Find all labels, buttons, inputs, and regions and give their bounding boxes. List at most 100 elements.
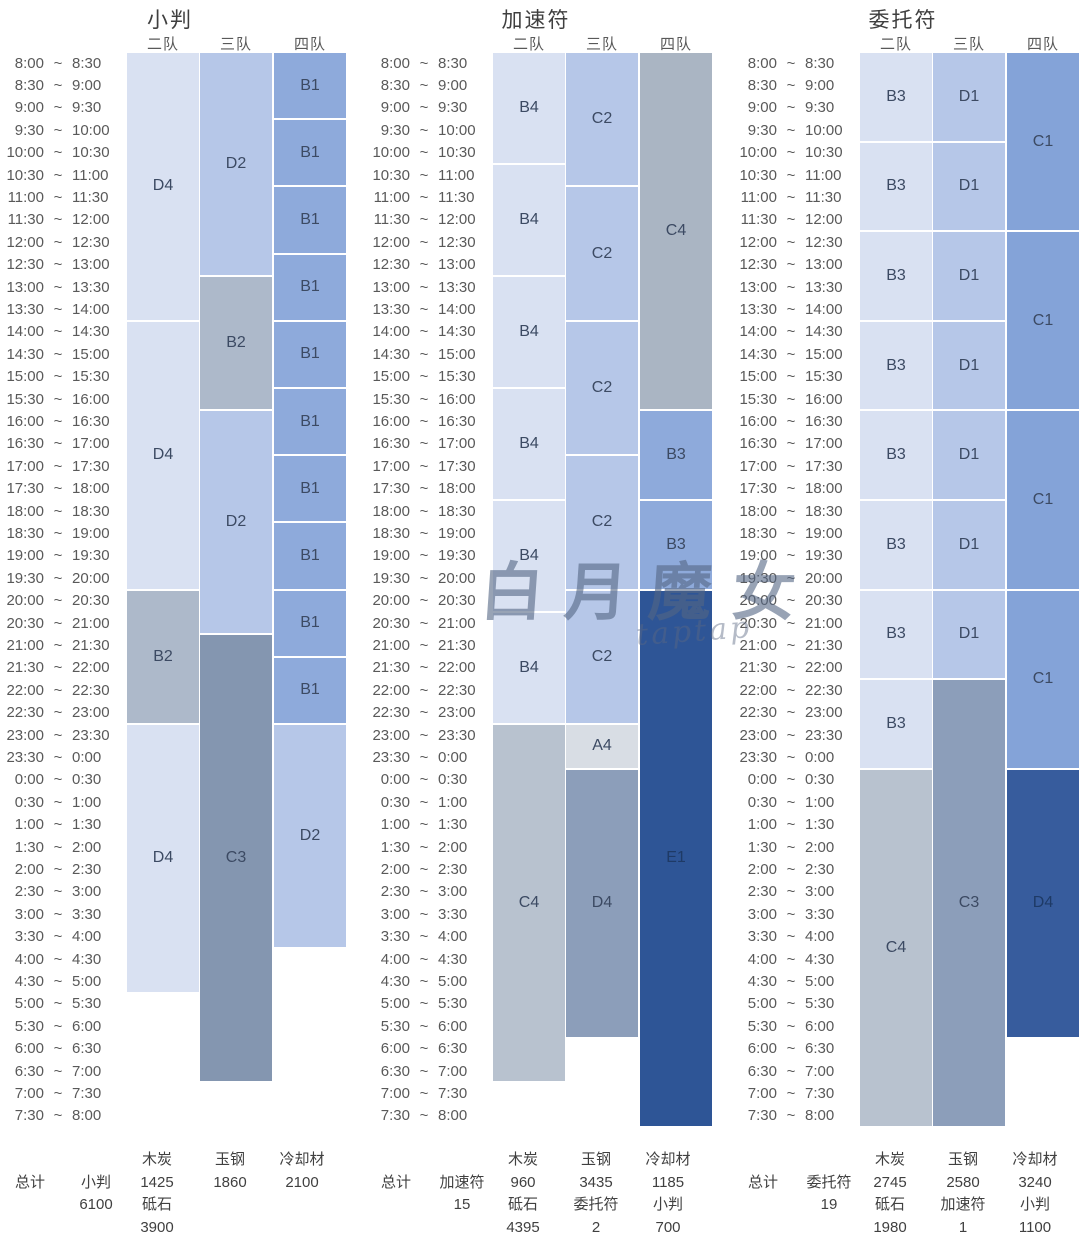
time-separator: ~ [53, 1085, 63, 1103]
time-slot-label: 2:00 ~2:30 [370, 858, 486, 880]
time-separator: ~ [786, 569, 796, 587]
time-start: 10:30 [739, 166, 777, 184]
time-start: 12:00 [739, 233, 777, 251]
time-slot-label: 11:30 ~12:00 [4, 209, 120, 231]
time-slot-label: 21:30 ~22:00 [370, 657, 486, 679]
time-separator: ~ [53, 637, 63, 655]
time-separator: ~ [53, 659, 63, 677]
time-slot-label: 3:30 ~4:00 [4, 926, 120, 948]
schedule-block-a4: A4 [566, 725, 638, 768]
time-separator: ~ [786, 905, 796, 923]
time-slot-label: 21:30 ~22:00 [737, 657, 853, 679]
time-start: 2:30 [380, 883, 410, 901]
time-separator: ~ [786, 345, 796, 363]
time-start: 4:30 [380, 973, 410, 991]
time-start: 15:00 [739, 368, 777, 386]
time-start: 16:30 [6, 435, 44, 453]
time-separator: ~ [786, 480, 796, 498]
time-slot-label: 15:30 ~16:00 [4, 388, 120, 410]
time-start: 5:30 [380, 1017, 410, 1035]
time-start: 11:00 [7, 189, 44, 207]
time-separator: ~ [419, 121, 429, 139]
time-end: 11:00 [805, 166, 842, 184]
time-start: 10:00 [739, 144, 777, 162]
time-start: 6:30 [14, 1062, 44, 1080]
time-slot-label: 1:00 ~1:30 [737, 814, 853, 836]
time-separator: ~ [53, 950, 63, 968]
schedule-block-b1: B1 [274, 120, 346, 186]
time-separator: ~ [53, 345, 63, 363]
schedule-block-c1: C1 [1007, 411, 1079, 589]
time-start: 23:30 [739, 749, 777, 767]
schedule-block-b3: B3 [860, 590, 932, 679]
totals-spacer [734, 1194, 792, 1217]
time-start: 13:00 [739, 278, 777, 296]
time-slot-label: 19:00 ~19:30 [370, 545, 486, 567]
time-separator: ~ [419, 390, 429, 408]
time-slot-label: 23:30 ~0:00 [370, 746, 486, 768]
chart-title: 加速符 [501, 9, 571, 32]
time-separator: ~ [53, 211, 63, 229]
time-end: 0:30 [72, 771, 102, 789]
time-start: 20:00 [6, 592, 44, 610]
time-slot-label: 14:00 ~14:30 [4, 321, 120, 343]
time-separator: ~ [786, 166, 796, 184]
time-start: 15:30 [739, 390, 777, 408]
totals-column: 总计 [367, 1149, 425, 1239]
time-end: 12:00 [438, 211, 476, 229]
time-end: 0:00 [438, 749, 468, 767]
time-end: 5:00 [438, 973, 468, 991]
time-slot-label: 22:00 ~22:30 [737, 679, 853, 701]
time-separator: ~ [419, 749, 429, 767]
time-start: 8:30 [747, 77, 777, 95]
time-separator: ~ [419, 525, 429, 543]
totals-column: 冷却材 3240 小判 1100 [999, 1149, 1071, 1239]
time-start: 23:00 [6, 726, 44, 744]
time-start: 7:00 [380, 1085, 410, 1103]
totals-value: 2745 [873, 1173, 907, 1191]
time-slot-label: 16:30 ~17:00 [4, 433, 120, 455]
totals-spacer [266, 1194, 338, 1217]
time-separator: ~ [419, 1085, 429, 1103]
schedule-block-b1: B1 [274, 590, 346, 656]
time-slot-label: 12:30 ~13:00 [370, 254, 486, 276]
time-separator: ~ [419, 301, 429, 319]
time-end: 14:00 [805, 301, 843, 319]
time-end: 18:00 [438, 480, 476, 498]
time-slot-label: 2:30 ~3:00 [4, 881, 120, 903]
time-separator: ~ [53, 457, 63, 475]
time-start: 4:00 [14, 950, 44, 968]
time-end: 8:30 [438, 54, 468, 72]
time-separator: ~ [786, 233, 796, 251]
time-slot-label: 16:00 ~16:30 [4, 410, 120, 432]
time-slot-label: 20:30 ~21:00 [370, 612, 486, 634]
totals-column: 木炭 2745 砥石 1980 [854, 1149, 926, 1239]
schedule-block-d1: D1 [933, 232, 1005, 320]
time-separator: ~ [419, 1062, 429, 1080]
time-start: 3:30 [14, 928, 44, 946]
time-start: 0:30 [747, 793, 777, 811]
time-slot-label: 5:30 ~6:00 [370, 1015, 486, 1037]
time-slot-label: 17:30 ~18:00 [4, 478, 120, 500]
time-end: 1:00 [438, 793, 468, 811]
time-end: 19:30 [438, 547, 476, 565]
time-separator: ~ [53, 614, 63, 632]
time-start: 11:30 [373, 211, 410, 229]
time-slot-label: 8:30 ~9:00 [4, 74, 120, 96]
time-end: 17:00 [72, 435, 110, 453]
time-end: 0:00 [72, 749, 102, 767]
schedule-block-c1: C1 [1007, 590, 1079, 768]
time-start: 22:30 [6, 704, 44, 722]
time-start: 2:00 [747, 861, 777, 879]
time-separator: ~ [419, 278, 429, 296]
schedule-block-d4: D4 [566, 769, 638, 1037]
time-slot-label: 0:30 ~1:00 [370, 791, 486, 813]
schedule-block-d1: D1 [933, 590, 1005, 679]
time-end: 20:00 [72, 569, 110, 587]
time-slot-label: 4:30 ~5:00 [4, 970, 120, 992]
time-separator: ~ [786, 1017, 796, 1035]
time-end: 20:00 [805, 569, 843, 587]
time-slot-label: 18:30 ~19:00 [737, 522, 853, 544]
time-end: 15:00 [805, 345, 843, 363]
time-end: 9:30 [805, 99, 835, 117]
